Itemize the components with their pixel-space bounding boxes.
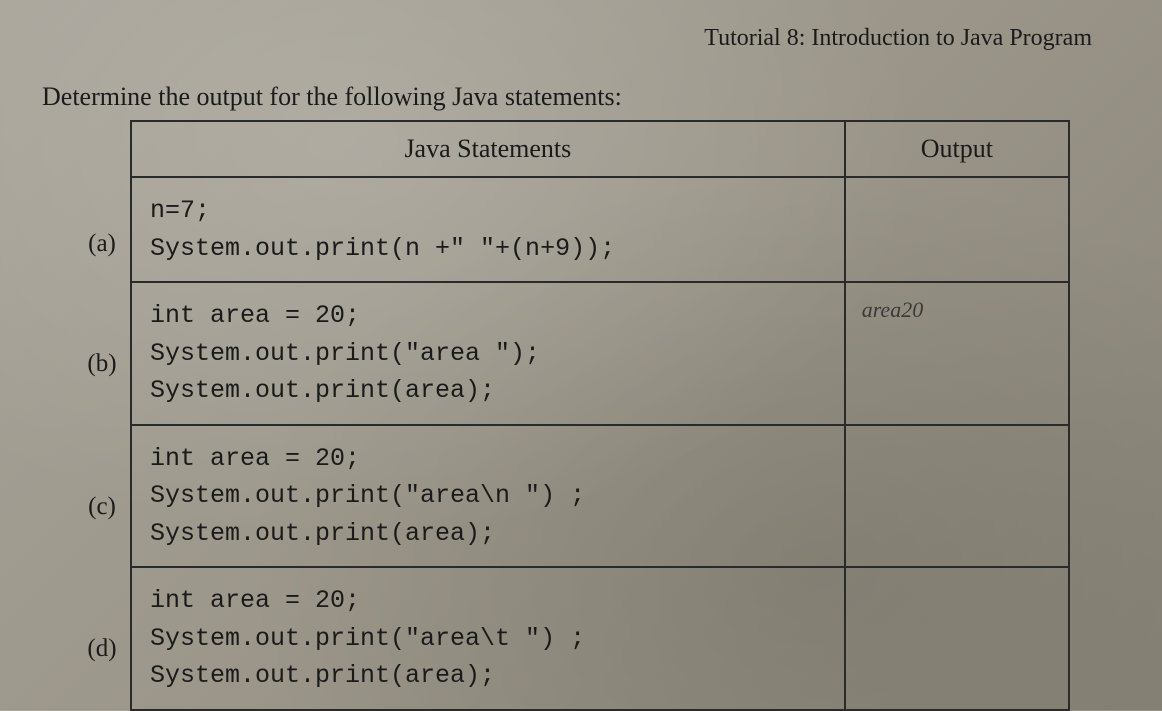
output-cell-d (845, 567, 1069, 710)
table-row: int area = 20; System.out.print("area\t … (131, 567, 1069, 710)
output-cell-c (845, 425, 1069, 568)
row-label-d: (d) (86, 635, 128, 663)
page-title: Tutorial 8: Introduction to Java Program (30, 20, 1132, 52)
statements-table: Java Statements Output n=7; System.out.p… (130, 120, 1070, 711)
code-cell-c: int area = 20; System.out.print("area\n … (131, 425, 845, 568)
code-cell-b: int area = 20; System.out.print("area ")… (131, 282, 845, 425)
row-label-b: (b) (86, 350, 128, 378)
output-cell-b: area20 (845, 282, 1069, 425)
handwritten-output: area20 (862, 297, 924, 322)
row-label-c: (c) (86, 493, 128, 521)
header-statements: Java Statements (131, 121, 845, 177)
output-cell-a (845, 177, 1069, 282)
row-label-a: (a) (86, 230, 128, 258)
table-row: int area = 20; System.out.print("area\n … (131, 425, 1069, 568)
instruction-text: Determine the output for the following J… (30, 82, 1132, 112)
code-cell-a: n=7; System.out.print(n +" "+(n+9)); (131, 177, 845, 282)
table-row: int area = 20; System.out.print("area ")… (131, 282, 1069, 425)
code-cell-d: int area = 20; System.out.print("area\t … (131, 567, 845, 710)
header-output: Output (845, 121, 1069, 177)
table-row: n=7; System.out.print(n +" "+(n+9)); (131, 177, 1069, 282)
